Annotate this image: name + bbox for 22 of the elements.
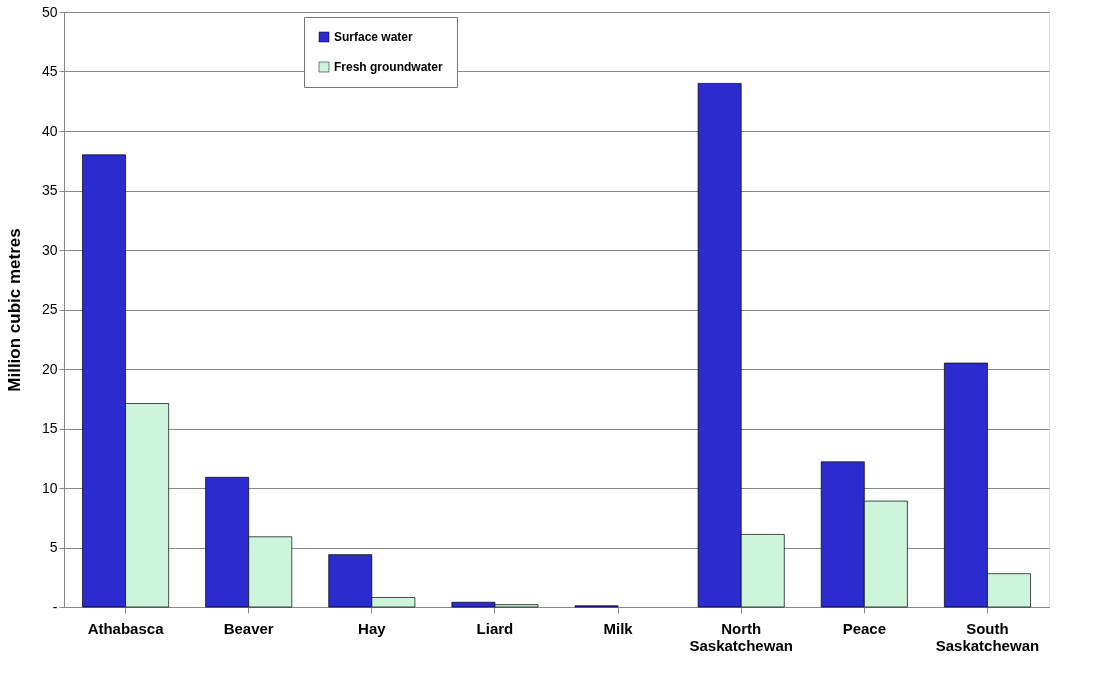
y-tick-label: 5 — [49, 539, 58, 555]
x-tick-label: South Saskatchewan — [935, 619, 1040, 654]
x-tick-label: Hay — [358, 619, 387, 637]
y-tick-label: 30 — [41, 241, 58, 258]
legend-label: Fresh groundwater — [334, 60, 444, 74]
y-tick-label: 15 — [41, 420, 58, 436]
y-tick-label: 20 — [41, 360, 58, 377]
y-tick-label: 10 — [41, 479, 58, 496]
y-tick-label: - — [52, 598, 58, 615]
y-tick-label: 45 — [41, 63, 58, 79]
legend-label: Surface water — [334, 30, 414, 44]
y-tick-label: 25 — [41, 301, 58, 317]
y-tick-label: 40 — [41, 122, 58, 139]
y-tick-label: 50 — [41, 3, 58, 20]
x-tick-label: Liard — [476, 619, 514, 637]
x-tick-label: North Saskatchewan — [689, 619, 793, 654]
y-tick-label: 35 — [41, 182, 58, 198]
x-tick-label: Beaver — [223, 619, 274, 637]
y-axis-title: Million cubic metres — [4, 228, 24, 392]
x-tick-label: Peace — [842, 619, 886, 637]
x-tick-label: Milk — [603, 619, 634, 637]
x-tick-label: Athabasca — [87, 619, 165, 637]
